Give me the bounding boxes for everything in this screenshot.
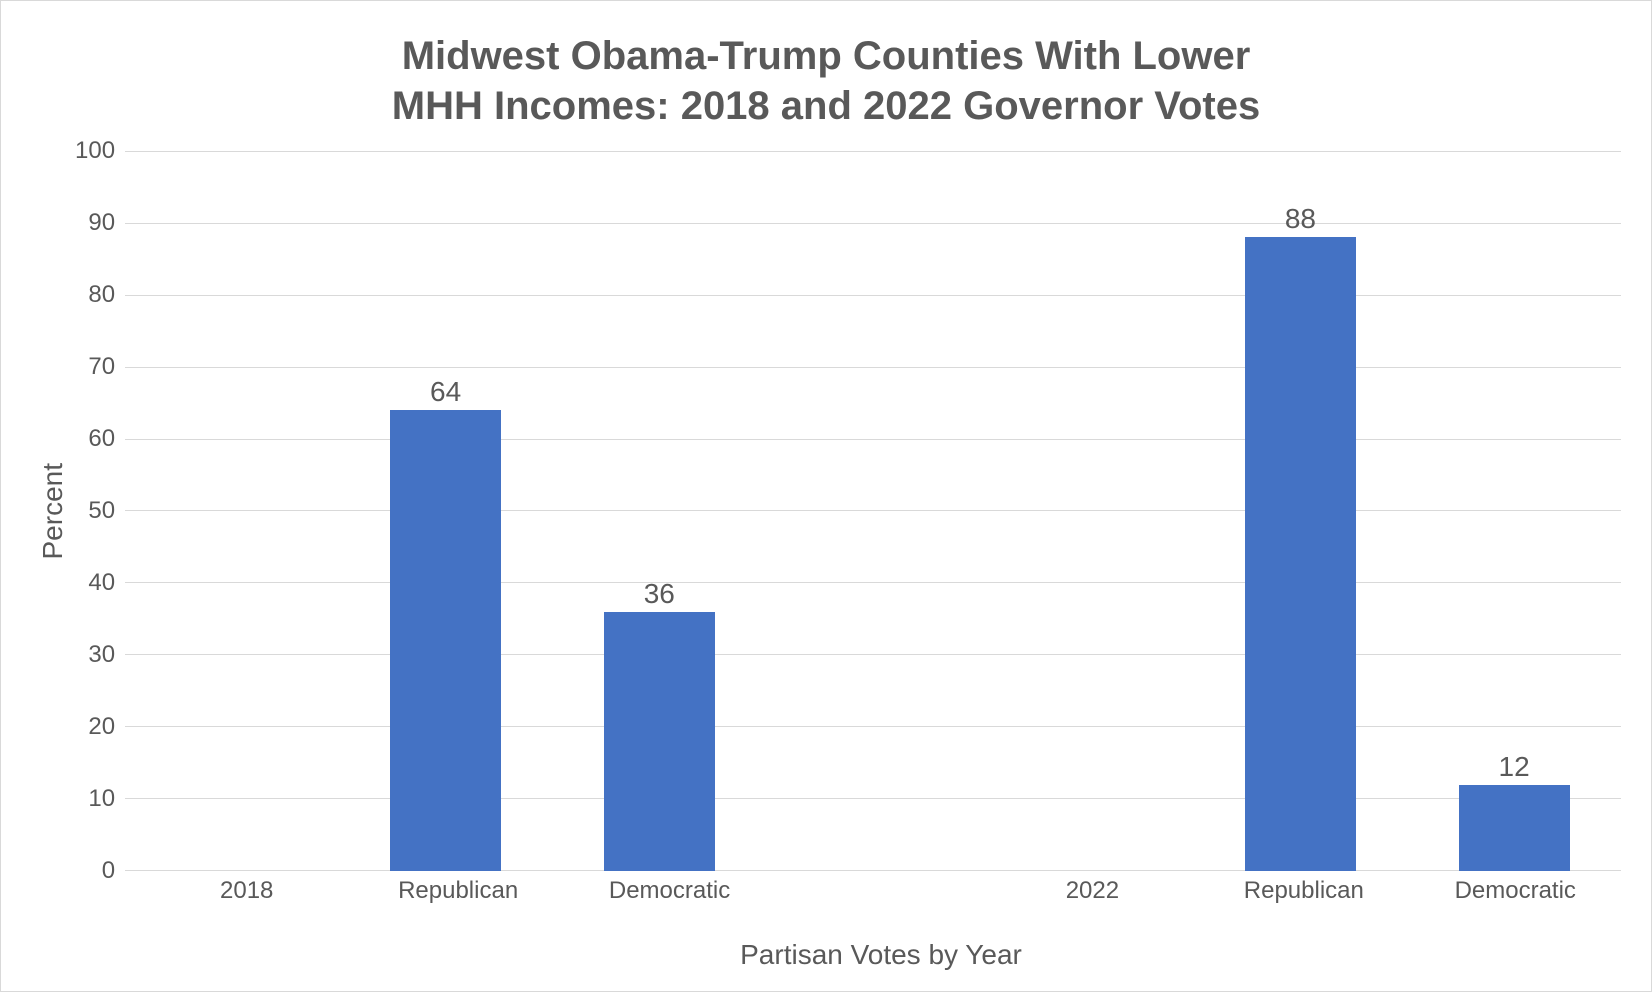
chart-container: Midwest Obama-Trump Counties With Lower … [0,0,1652,992]
bar-value-label: 12 [1499,751,1530,783]
bar-slot: 88 [1194,151,1408,871]
x-tick: Democratic [1410,871,1621,905]
x-axis-label: Partisan Votes by Year [31,939,1621,971]
x-tick: Republican [1198,871,1409,905]
bar-slot [125,151,339,871]
bar-slot [980,151,1194,871]
x-tick: Republican [352,871,563,905]
plot-row: Percent 0 10 20 30 40 50 60 70 80 90 100 [31,151,1621,871]
bar-2018-republican: 64 [390,410,501,871]
bar-value-label: 36 [644,578,675,610]
bars-container: 64 36 88 12 [125,151,1621,871]
chart-title-line-1: Midwest Obama-Trump Counties With Lower [402,34,1251,78]
x-tick: 2018 [141,871,352,905]
bar-slot [766,151,980,871]
x-axis-row: 2018 Republican Democratic 2022 Republic… [31,871,1621,905]
bar-slot: 64 [339,151,553,871]
bar-2018-democratic: 36 [604,612,715,871]
bar-value-label: 88 [1285,203,1316,235]
y-axis-label: Percent [31,463,75,560]
x-axis-ticks: 2018 Republican Democratic 2022 Republic… [141,871,1621,905]
bar-slot: 12 [1407,151,1621,871]
chart-title: Midwest Obama-Trump Counties With Lower … [111,31,1541,131]
bar-2022-democratic: 12 [1459,785,1570,871]
x-axis-spacer [31,871,141,905]
x-tick: Democratic [564,871,775,905]
x-tick [775,871,986,905]
plot-area: 64 36 88 12 [125,151,1621,872]
y-axis-ticks: 0 10 20 30 40 50 60 70 80 90 100 [75,151,125,871]
bar-value-label: 64 [430,376,461,408]
chart-title-line-2: MHH Incomes: 2018 and 2022 Governor Vote… [392,84,1260,128]
bar-2022-republican: 88 [1245,237,1356,871]
bar-slot: 36 [552,151,766,871]
x-tick: 2022 [987,871,1198,905]
